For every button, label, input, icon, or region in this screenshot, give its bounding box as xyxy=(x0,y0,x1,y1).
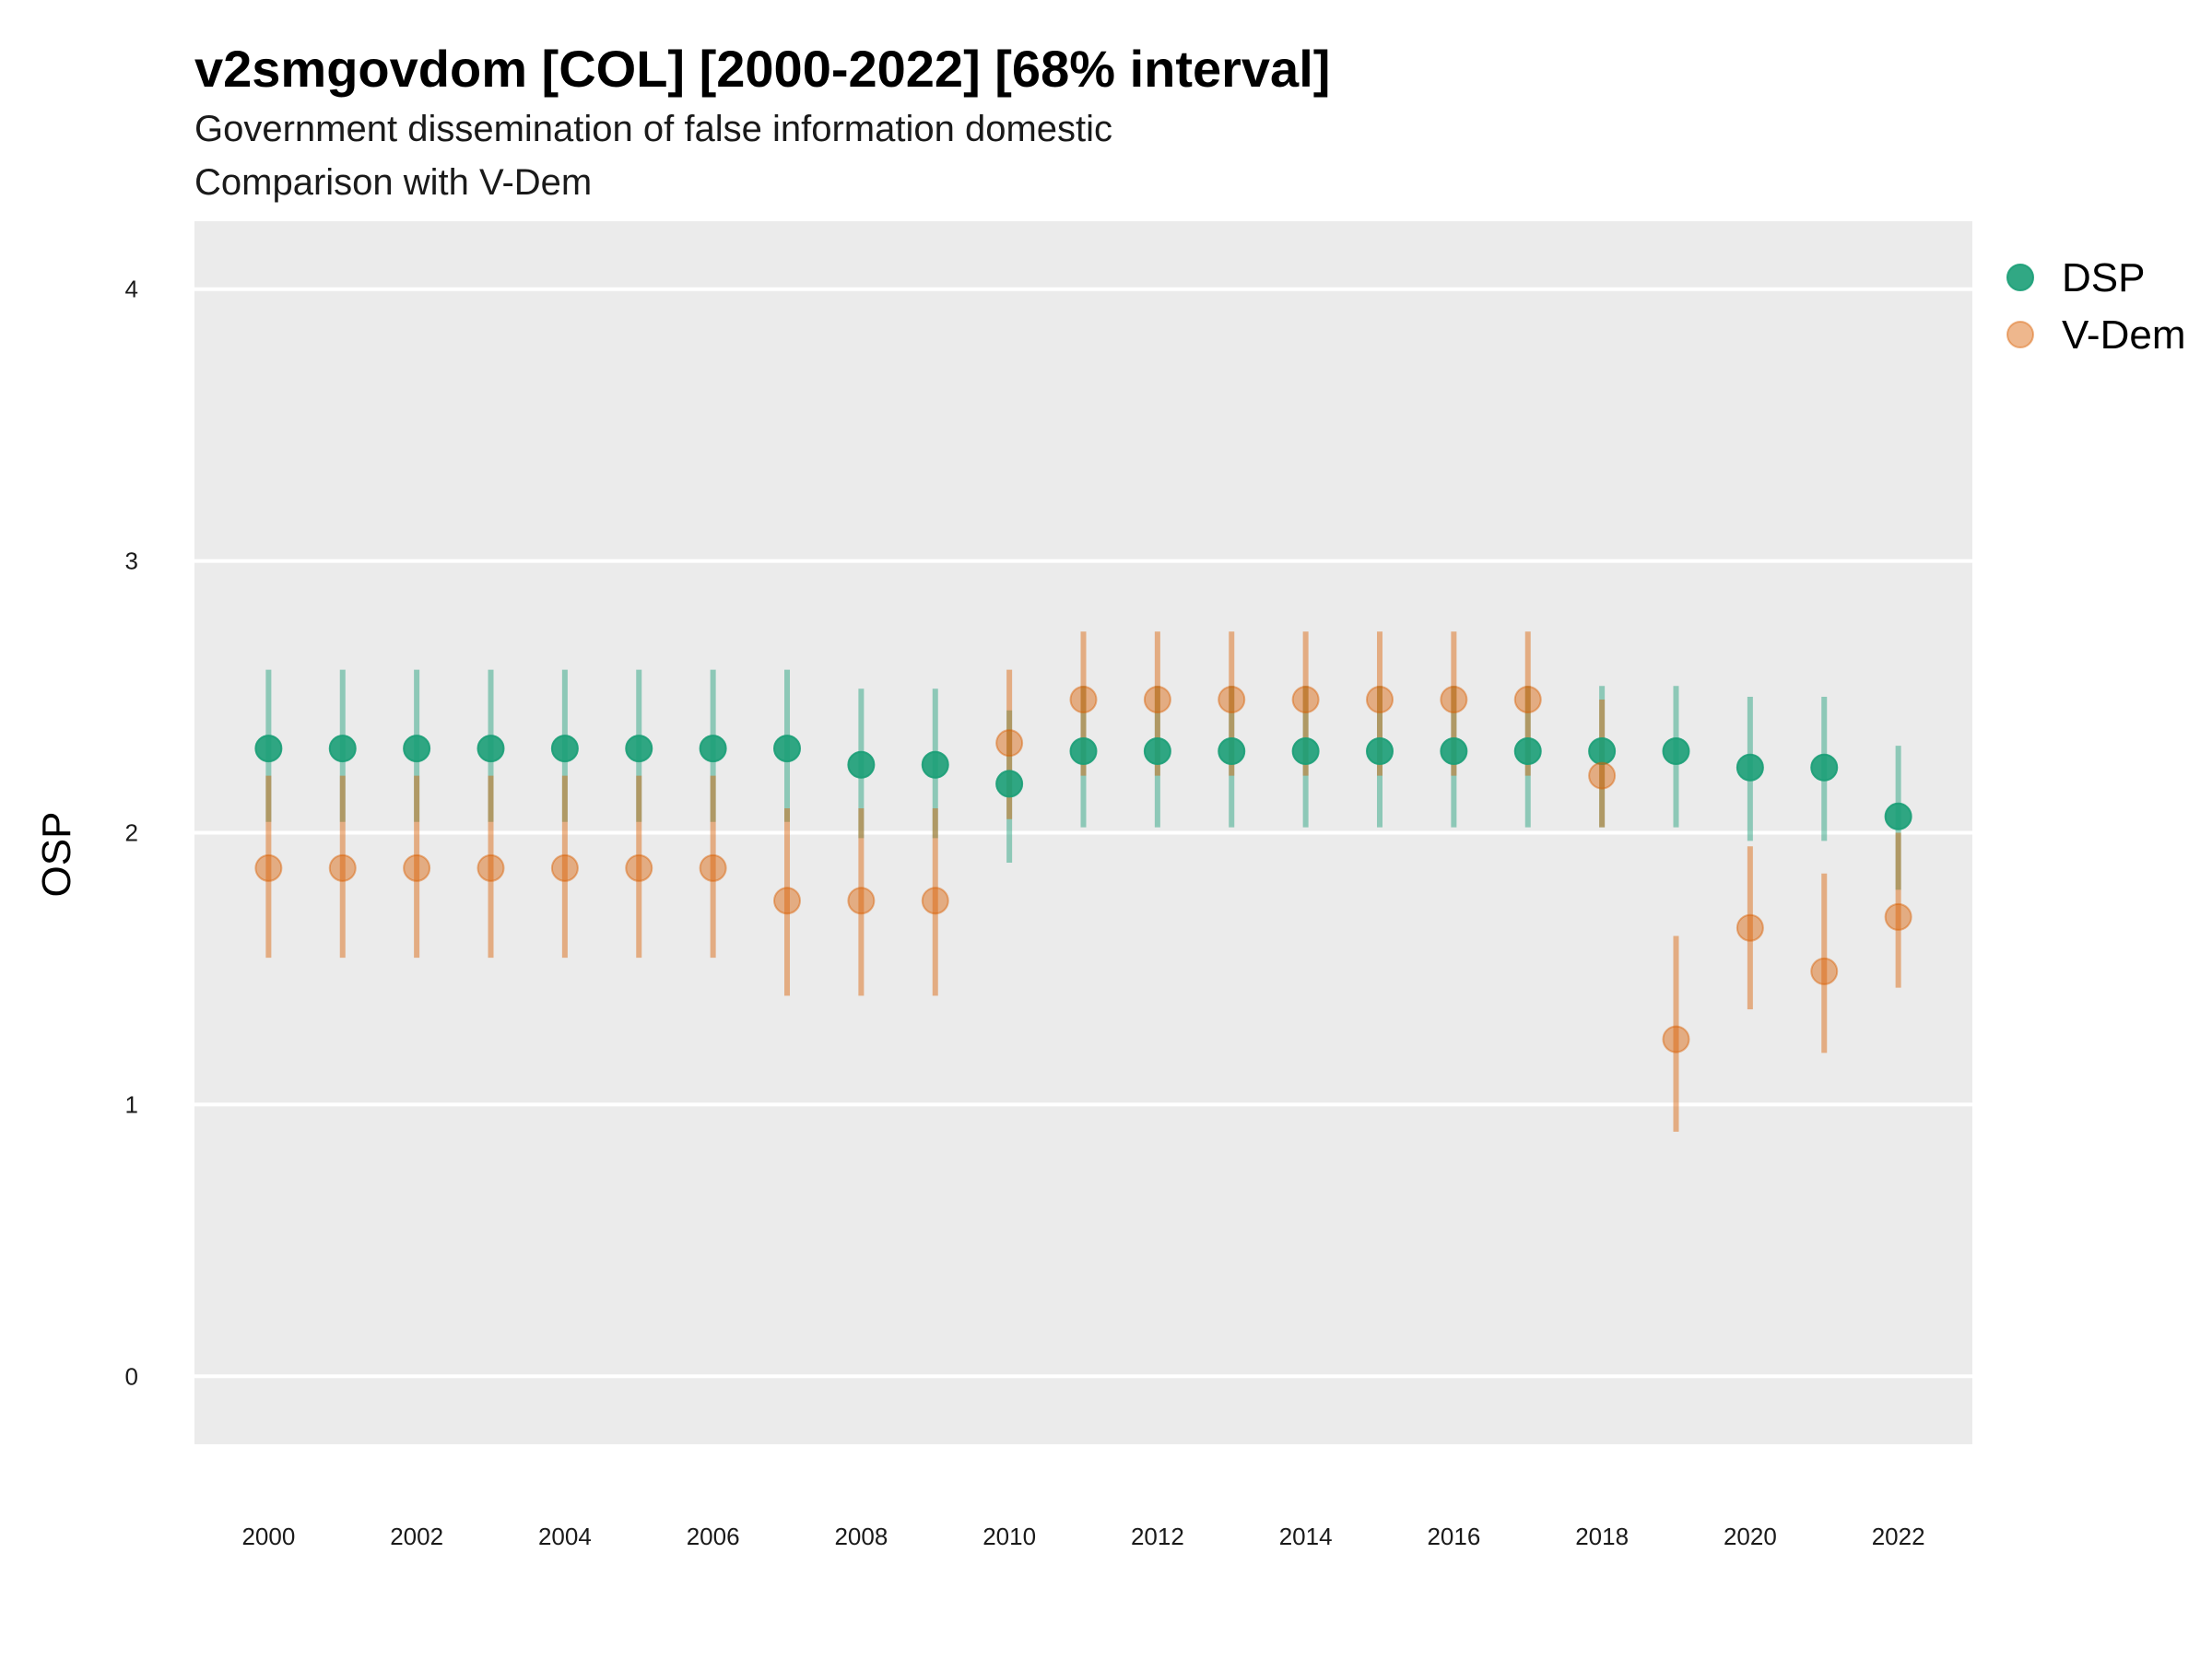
data-point-dsp xyxy=(773,735,801,763)
data-point-v-dem xyxy=(254,853,283,882)
data-point-v-dem xyxy=(1218,686,1246,714)
data-point-v-dem xyxy=(625,853,653,882)
x-tick-label: 2016 xyxy=(1427,1523,1480,1550)
data-point-dsp xyxy=(1366,737,1394,766)
legend: DSP V-Dem xyxy=(2006,255,2185,358)
data-point-dsp xyxy=(328,735,357,763)
x-tick-label: 2012 xyxy=(1131,1523,1184,1550)
data-point-v-dem xyxy=(1513,686,1542,714)
data-point-dsp xyxy=(995,770,1024,798)
data-point-v-dem xyxy=(1069,686,1098,714)
x-tick-label: 2004 xyxy=(538,1523,592,1550)
x-tick-label: 2014 xyxy=(1279,1523,1333,1550)
data-point-v-dem xyxy=(773,887,801,915)
data-point-v-dem xyxy=(1884,902,1912,931)
legend-label-dsp: DSP xyxy=(2062,255,2145,300)
data-point-v-dem xyxy=(1810,957,1839,985)
data-point-dsp xyxy=(477,735,505,763)
data-point-v-dem xyxy=(1366,686,1394,714)
legend-label-v-dem: V-Dem xyxy=(2062,312,2185,358)
x-tick-label: 2006 xyxy=(687,1523,740,1550)
data-point-v-dem xyxy=(1440,686,1468,714)
data-point-v-dem xyxy=(477,853,505,882)
data-point-dsp xyxy=(1291,737,1320,766)
y-tick-label: 0 xyxy=(125,1362,138,1390)
data-point-v-dem xyxy=(403,853,431,882)
y-axis: 0 1 2 3 4 xyxy=(125,276,138,1391)
data-point-v-dem xyxy=(1662,1025,1690,1053)
data-point-dsp xyxy=(1810,753,1839,782)
grid-layer xyxy=(194,287,1972,1379)
data-point-v-dem xyxy=(1291,686,1320,714)
data-point-v-dem xyxy=(847,887,876,915)
data-point-dsp xyxy=(1588,737,1617,766)
data-point-v-dem xyxy=(921,887,949,915)
data-point-dsp xyxy=(1218,737,1246,766)
x-tick-label: 2008 xyxy=(834,1523,888,1550)
legend-key-v-dem xyxy=(2006,321,2034,348)
legend-key-dsp xyxy=(2006,264,2034,291)
data-point-v-dem xyxy=(699,853,727,882)
data-point-dsp xyxy=(1884,802,1912,830)
x-tick-label: 2002 xyxy=(390,1523,443,1550)
data-point-v-dem xyxy=(1143,686,1171,714)
y-axis-title: OSP xyxy=(34,812,79,898)
data-point-dsp xyxy=(1662,737,1690,766)
data-point-v-dem xyxy=(328,853,357,882)
data-point-dsp xyxy=(1735,753,1764,782)
chart-subtitle-line-2: Comparison with V-Dem xyxy=(194,162,593,203)
data-point-v-dem xyxy=(995,729,1024,758)
x-tick-label: 2000 xyxy=(241,1523,295,1550)
data-point-v-dem xyxy=(550,853,579,882)
y-tick-label: 4 xyxy=(125,276,138,303)
x-tick-label: 2022 xyxy=(1872,1523,1925,1550)
x-axis: 2000 2002 2004 2006 2008 2010 2012 2014 2016 2018… xyxy=(241,1523,1924,1550)
data-point-dsp xyxy=(1513,737,1542,766)
x-tick-label: 2020 xyxy=(1724,1523,1777,1550)
data-point-dsp xyxy=(847,750,876,779)
chart-title: v2smgovdom [COL] [2000-2022] [68% interv… xyxy=(194,40,1331,98)
x-tick-label: 2010 xyxy=(982,1523,1036,1550)
data-point-v-dem xyxy=(1735,913,1764,942)
data-point-dsp xyxy=(403,735,431,763)
data-point-dsp xyxy=(254,735,283,763)
y-tick-label: 1 xyxy=(125,1090,138,1118)
data-point-dsp xyxy=(550,735,579,763)
points-layer xyxy=(254,686,1912,1053)
y-tick-label: 3 xyxy=(125,547,138,575)
data-point-dsp xyxy=(1440,737,1468,766)
data-point-v-dem xyxy=(1588,761,1617,790)
data-point-dsp xyxy=(921,750,949,779)
data-point-dsp xyxy=(625,735,653,763)
data-point-dsp xyxy=(1143,737,1171,766)
y-tick-label: 2 xyxy=(125,819,138,847)
data-point-dsp xyxy=(1069,737,1098,766)
chart-subtitle-line-1: Government dissemination of false inform… xyxy=(194,109,1113,149)
data-point-dsp xyxy=(699,735,727,763)
x-tick-label: 2018 xyxy=(1575,1523,1629,1550)
